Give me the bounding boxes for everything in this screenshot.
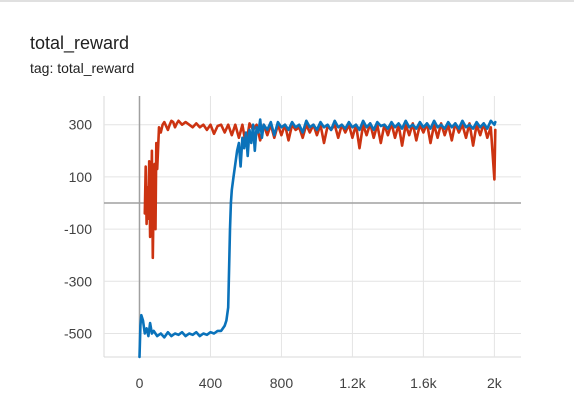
series-lines [138, 118, 497, 359]
top-divider [0, 0, 574, 2]
chart-subtitle: tag: total_reward [30, 60, 135, 76]
y-tick-label: -500 [64, 326, 92, 342]
x-tick-label: 800 [270, 375, 294, 391]
x-tick-label: 400 [199, 375, 223, 391]
y-tick-label: 100 [69, 169, 93, 185]
y-tick-label: -300 [64, 273, 92, 289]
x-tick-label: 1.6k [410, 375, 437, 391]
x-tick-label: 1.2k [339, 375, 366, 391]
series-line-1 [143, 119, 497, 260]
grid [103, 96, 521, 358]
x-tick-label: 2k [487, 375, 503, 391]
series-line-2 [138, 118, 497, 359]
x-tick-label: 0 [136, 375, 144, 391]
zero-axes [104, 96, 521, 357]
tick-labels: 300 100 -100 -300 -500 0 400 800 1.2k 1.6k 2k [64, 117, 503, 391]
y-tick-label: 300 [69, 117, 93, 133]
chart-title: total_reward [30, 33, 130, 53]
y-tick-label: -100 [64, 221, 92, 237]
